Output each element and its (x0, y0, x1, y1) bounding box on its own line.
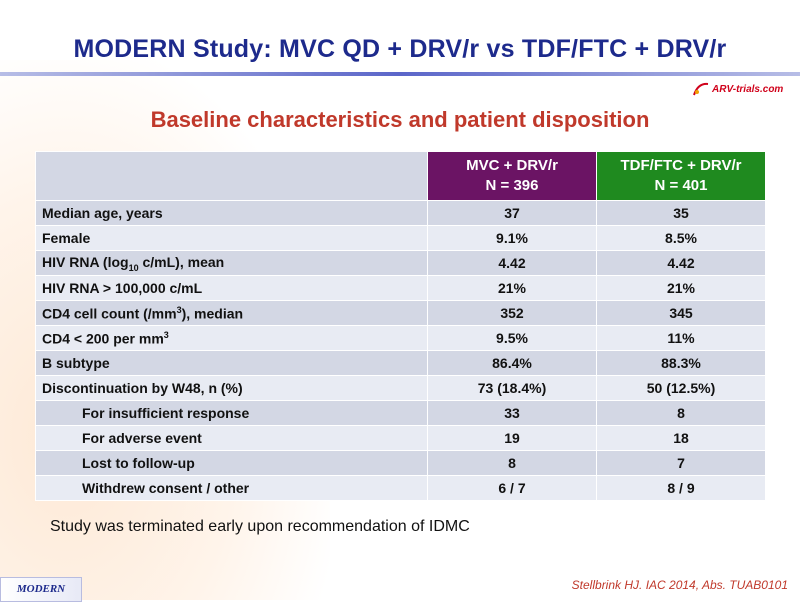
row-label: Lost to follow-up (35, 450, 428, 476)
row-label: HIV RNA > 100,000 c/mL (35, 275, 428, 301)
mvc-value: 21% (427, 275, 597, 301)
mvc-value: 37 (427, 200, 597, 226)
termination-note: Study was terminated early upon recommen… (50, 518, 470, 535)
mvc-value: 9.1% (427, 225, 597, 251)
tdf-value: 345 (596, 300, 766, 326)
tdf-value: 11% (596, 325, 766, 351)
mvc-value: 19 (427, 425, 597, 451)
tdf-value: 21% (596, 275, 766, 301)
study-tag: MODERN (0, 577, 82, 602)
mvc-value: 352 (427, 300, 597, 326)
row-label: HIV RNA (log10 c/mL), mean (35, 250, 428, 276)
mvc-value: 8 (427, 450, 597, 476)
title-divider (0, 72, 800, 76)
row-label-superscript: 3 (176, 304, 182, 315)
table-row: Female 9.1% 8.5% (35, 225, 766, 251)
row-label-superscript: 3 (163, 329, 169, 340)
row-label-text: HIV RNA (log (42, 253, 129, 270)
row-label: Median age, years (35, 200, 428, 226)
row-label: Female (35, 225, 428, 251)
mvc-value: 73 (18.4%) (427, 375, 597, 401)
header-mvc-arm-n: N = 396 (485, 177, 539, 194)
row-label-subscript: 10 (128, 262, 139, 273)
arv-trials-logo: ARV-trials.com (692, 79, 783, 99)
tdf-value: 88.3% (596, 350, 766, 376)
row-label-text: c/mL), mean (138, 253, 225, 270)
table-header-row: MVC + DRV/r N = 396 TDF/FTC + DRV/r N = … (35, 151, 766, 201)
tdf-value: 35 (596, 200, 766, 226)
row-label: Withdrew consent / other (35, 475, 428, 501)
table-row: CD4 cell count (/mm3), median 352 345 (35, 300, 766, 326)
slide-title: MODERN Study: MVC QD + DRV/r vs TDF/FTC … (73, 35, 727, 63)
table-row: Lost to follow-up 8 7 (35, 450, 766, 476)
mvc-value: 86.4% (427, 350, 597, 376)
slide-subtitle: Baseline characteristics and patient dis… (150, 107, 650, 132)
tdf-value: 50 (12.5%) (596, 375, 766, 401)
row-label: For adverse event (35, 425, 428, 451)
table-row: Median age, years 37 35 (35, 200, 766, 226)
logo-text: ARV-trials.com (712, 83, 784, 95)
table-row: Withdrew consent / other 6 / 7 8 / 9 (35, 475, 766, 501)
row-label: For insufficient response (35, 400, 428, 426)
table-row: Discontinuation by W48, n (%) 73 (18.4%)… (35, 375, 766, 401)
mvc-value: 33 (427, 400, 597, 426)
header-mvc-arm: MVC + DRV/r N = 396 (427, 151, 597, 201)
header-blank-cell (35, 151, 428, 201)
header-mvc-arm-name: MVC + DRV/r (466, 157, 558, 174)
arv-trials-logo-icon (693, 82, 709, 96)
tdf-value: 8 (596, 400, 766, 426)
mvc-value: 9.5% (427, 325, 597, 351)
citation: Stellbrink HJ. IAC 2014, Abs. TUAB0101 (571, 578, 788, 592)
mvc-value: 4.42 (427, 250, 597, 276)
tdf-value: 7 (596, 450, 766, 476)
tdf-value: 4.42 (596, 250, 766, 276)
mvc-value: 6 / 7 (427, 475, 597, 501)
header-tdf-arm-n: N = 401 (654, 177, 708, 194)
table-row: CD4 < 200 per mm3 9.5% 11% (35, 325, 766, 351)
table-row: For adverse event 19 18 (35, 425, 766, 451)
row-label: CD4 cell count (/mm3), median (35, 300, 428, 326)
row-label: Discontinuation by W48, n (%) (35, 375, 428, 401)
row-label: B subtype (35, 350, 428, 376)
row-label-text: CD4 < 200 per mm (42, 330, 164, 347)
row-label: CD4 < 200 per mm3 (35, 325, 428, 351)
table-row: For insufficient response 33 8 (35, 400, 766, 426)
table-row: HIV RNA (log10 c/mL), mean 4.42 4.42 (35, 250, 766, 276)
baseline-table: MVC + DRV/r N = 396 TDF/FTC + DRV/r N = … (35, 151, 766, 501)
tdf-value: 8 / 9 (596, 475, 766, 501)
tdf-value: 8.5% (596, 225, 766, 251)
tdf-value: 18 (596, 425, 766, 451)
header-tdf-arm-name: TDF/FTC + DRV/r (620, 157, 742, 174)
row-label-text: ), median (181, 305, 244, 322)
row-label-text: CD4 cell count (/mm (42, 305, 177, 322)
header-tdf-arm: TDF/FTC + DRV/r N = 401 (596, 151, 766, 201)
table-row: B subtype 86.4% 88.3% (35, 350, 766, 376)
table-row: HIV RNA > 100,000 c/mL 21% 21% (35, 275, 766, 301)
